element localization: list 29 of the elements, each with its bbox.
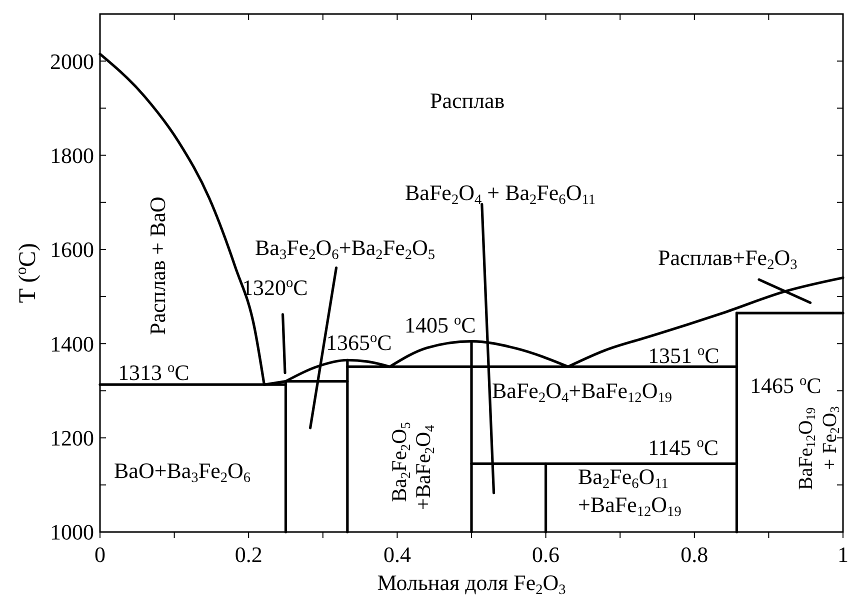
y-tick-label: 1200 [50, 426, 94, 451]
y-tick-label: 1800 [50, 142, 94, 168]
x-axis-title: Мольная доля Fe$_{2}$O$_{3}$ [377, 570, 566, 598]
x-tick-label: 0 [94, 542, 106, 567]
annotation: Расплав + BaO [145, 196, 170, 335]
annotation: BaFe$_{2}$O$_{4}$+BaFe$_{12}$O$_{19}$ [492, 378, 672, 406]
annotation: BaO+Ba$_{3}$Fe$_{2}$O$_{6}$ [114, 458, 251, 486]
annotation: 1465 $^{o}$C [750, 373, 822, 398]
annotation: 1351 $^{o}$C [648, 343, 720, 368]
annotation: 1145 $^{o}$C [648, 435, 719, 460]
annotation: 1320$^{o}$C [242, 275, 308, 300]
y-tick-label: 1400 [50, 331, 94, 356]
annotation: +BaFe$_{12}$O$_{19}$ [578, 492, 682, 520]
text: Ba$_{3}$Fe$_{2}$O$_{6}$+Ba$_{2}$Fe$_{2}$O$_{5}$ [255, 235, 436, 262]
annotation: Расплав [430, 88, 505, 113]
x-tick-label: 0.4 [383, 542, 411, 567]
x-tick-label: 0.6 [532, 542, 560, 567]
annotation: 1405 $^{o}$C [404, 312, 476, 338]
y-tick-label: 1000 [50, 520, 94, 545]
x-tick-label: 0.2 [234, 542, 262, 567]
x-tick-label: 0.8 [680, 542, 708, 567]
text: BaFe$_{2}$O$_{4}$ + Ba$_{2}$Fe$_{6}$O$_{11}$ [405, 180, 596, 208]
y-tick-label: 2000 [50, 48, 94, 74]
y-tick-label: 1600 [50, 237, 94, 262]
annotation: 1365$^{o}$C [326, 330, 392, 355]
annotation: Ba$_{2}$Fe$_{6}$O$_{11}$ [578, 464, 668, 492]
annotation: Расплав+Fe$_{2}$O$_{3}$ [658, 245, 798, 272]
x-tick-label: 1 [838, 542, 848, 567]
annotation: 1313 $^{o}$C [118, 360, 190, 385]
